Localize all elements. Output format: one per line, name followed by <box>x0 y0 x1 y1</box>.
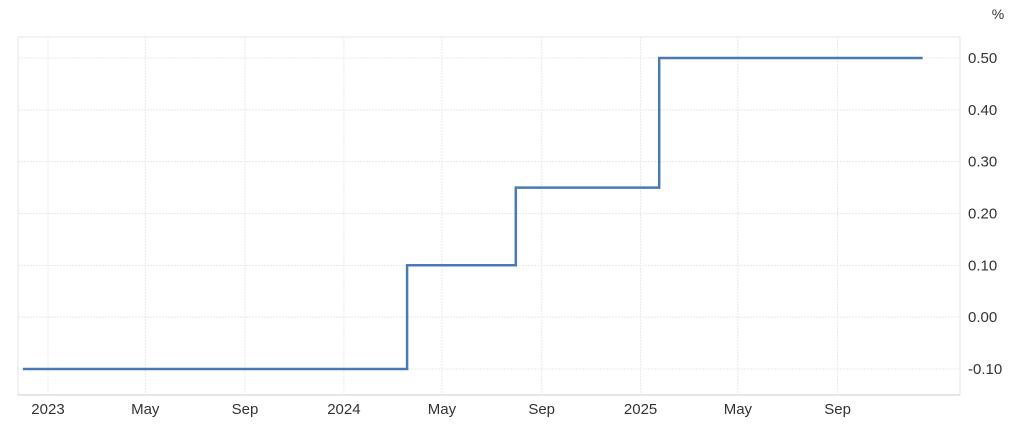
series-line <box>22 56 923 371</box>
x-axis: 2023 May Sep 2024 May Sep 2025 May Sep <box>31 401 851 418</box>
x-tick-label: May <box>428 401 457 418</box>
y-tick-label: -0.10 <box>968 361 1002 378</box>
x-tick-label: Sep <box>824 401 851 418</box>
x-tick-label: 2025 <box>624 401 657 418</box>
y-tick-label: 0.50 <box>968 50 997 67</box>
y-tick-label: 0.40 <box>968 102 997 119</box>
y-tick-label: 0.00 <box>968 309 997 326</box>
grid <box>17 36 961 396</box>
y-tick-label: 0.10 <box>968 257 997 274</box>
y-tick-label: 0.20 <box>968 206 997 223</box>
y-tick-label: 0.30 <box>968 154 997 171</box>
plot-border <box>17 36 961 396</box>
x-tick-label: May <box>724 401 753 418</box>
x-tick-label: May <box>131 401 160 418</box>
unit-label: % <box>992 6 1004 22</box>
y-axis: -0.10 0.00 0.10 0.20 0.30 0.40 0.50 <box>968 50 1002 378</box>
x-tick-label: Sep <box>528 401 555 418</box>
x-tick-label: Sep <box>232 401 259 418</box>
x-tick-label: 2023 <box>31 401 64 418</box>
x-tick-label: 2024 <box>327 401 360 418</box>
